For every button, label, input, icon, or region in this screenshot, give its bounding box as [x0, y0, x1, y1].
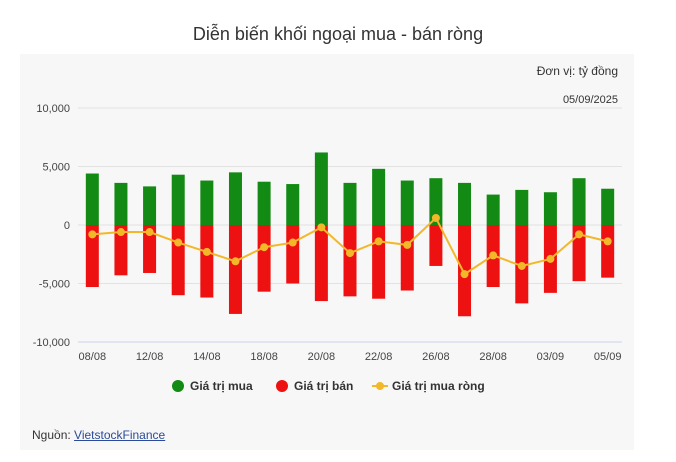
net-point	[88, 230, 97, 239]
y-tick-label: 5,000	[42, 162, 70, 174]
x-tick-label: 18/08	[250, 351, 278, 363]
net-point	[403, 240, 412, 249]
net-point	[116, 228, 125, 237]
x-tick-label: 22/08	[365, 351, 393, 363]
net-point	[346, 249, 354, 258]
net-point	[489, 251, 498, 260]
sell-bar	[314, 225, 328, 302]
net-point	[260, 243, 269, 252]
date-label: 05/09/2025	[562, 94, 618, 106]
buy-bar	[343, 182, 357, 225]
buy-bar	[257, 181, 271, 225]
buy-bar	[400, 180, 414, 225]
buy-bar	[429, 178, 443, 225]
sell-bar	[114, 225, 128, 276]
x-tick-label: 08/08	[79, 351, 107, 363]
buy-bar	[601, 188, 615, 225]
net-point	[603, 237, 612, 246]
buy-bar	[114, 182, 128, 225]
net-point	[374, 237, 383, 246]
legend-marker	[276, 380, 288, 392]
net-point	[460, 270, 469, 279]
x-tick-label: 14/08	[193, 351, 221, 363]
y-tick-label: -10,000	[33, 337, 70, 349]
buy-bar	[372, 168, 386, 225]
x-tick-label: 28/08	[479, 351, 507, 363]
sell-bar	[372, 225, 386, 299]
sell-bar	[286, 225, 300, 284]
buy-bar	[228, 172, 242, 225]
legend-marker	[376, 382, 384, 390]
sell-bar	[572, 225, 586, 282]
legend-label: Giá trị mua ròng	[392, 379, 485, 393]
buy-bar	[171, 174, 185, 225]
net-point	[431, 213, 440, 222]
buy-bar	[200, 180, 214, 225]
y-tick-label: -5,000	[39, 279, 70, 291]
net-point	[517, 261, 526, 270]
buy-bar	[515, 189, 529, 225]
x-tick-label: 26/08	[422, 351, 450, 363]
buy-bar	[314, 152, 328, 225]
y-tick-label: 0	[64, 220, 70, 232]
net-point	[202, 247, 211, 256]
net-point	[145, 228, 154, 237]
buy-bar	[286, 184, 300, 225]
net-point	[317, 223, 326, 232]
buy-bar	[85, 173, 99, 225]
net-point	[174, 238, 183, 247]
sell-bar	[143, 225, 157, 273]
legend-label: Giá trị bán	[294, 379, 353, 393]
buy-bar	[458, 182, 472, 225]
buy-bar	[572, 178, 586, 225]
sell-bar	[343, 225, 357, 297]
sell-bar	[200, 225, 214, 298]
source-label: Nguồn:	[32, 428, 71, 442]
x-tick-label: 03/09	[537, 351, 565, 363]
buy-bar	[543, 192, 557, 225]
net-point	[231, 257, 240, 266]
sell-bar	[601, 225, 615, 278]
sell-bar	[429, 225, 443, 266]
sell-bar	[171, 225, 185, 296]
unit-label: Đơn vị: tỷ đồng	[536, 64, 618, 78]
buy-bar	[486, 194, 500, 225]
x-tick-label: 05/09	[594, 351, 622, 363]
chart-title: Diễn biến khối ngoại mua - bán ròng	[192, 24, 484, 44]
legend-label: Giá trị mua	[190, 379, 253, 393]
x-tick-label: 12/08	[136, 351, 164, 363]
net-point	[575, 230, 584, 239]
sell-bar	[257, 225, 271, 292]
source-link[interactable]: VietstockFinance	[74, 428, 166, 442]
sell-bar	[400, 225, 414, 291]
net-point	[288, 238, 297, 247]
net-point	[546, 254, 555, 263]
sell-bar	[228, 225, 242, 314]
sell-bar	[85, 225, 99, 288]
buy-bar	[143, 186, 157, 225]
y-tick-label: 10,000	[36, 103, 70, 115]
source-line: Nguồn: VietstockFinance	[32, 428, 165, 442]
x-tick-label: 20/08	[308, 351, 336, 363]
legend-marker	[172, 380, 184, 392]
